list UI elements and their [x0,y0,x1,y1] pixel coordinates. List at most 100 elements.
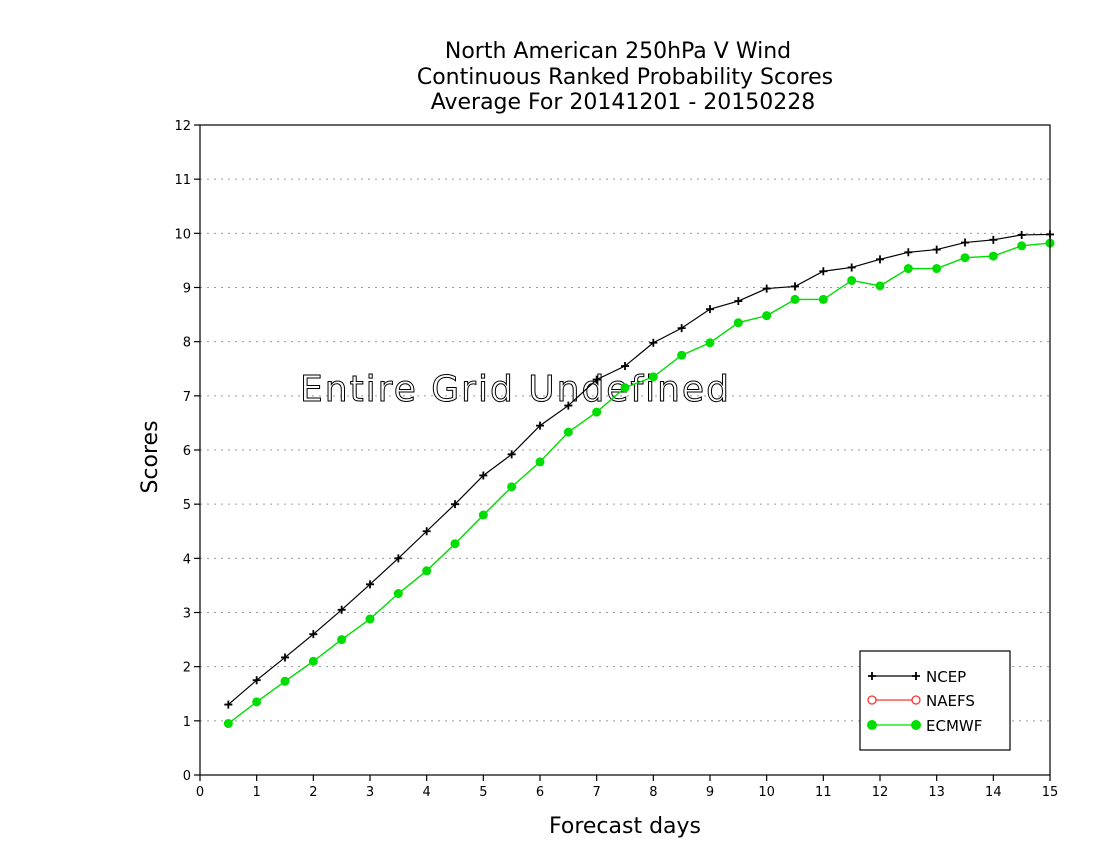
data-point-ecmwf [620,383,630,393]
data-point-ncep [564,401,573,410]
data-point-ecmwf [705,338,715,348]
y-tick-label: 0 [183,769,191,784]
data-point-ncep [734,297,743,306]
x-tick-label: 13 [928,785,945,800]
data-point-ecmwf [422,566,432,576]
data-point-ncep [876,255,884,264]
data-point-ecmwf [932,264,942,274]
plot-frame [199,124,1051,776]
data-point-ncep [1017,230,1026,239]
data-point-ncep [904,248,913,257]
data-point-ncep [621,362,629,371]
data-point-ncep [592,375,601,384]
data-point-ncep [536,421,544,430]
legend-marker-ecmwf-right [911,720,921,730]
legend-entry-ncep: NCEP [868,668,966,686]
data-point-ncep [649,338,658,347]
y-tick-label: 7 [183,390,191,405]
data-point-ncep [507,450,516,459]
y-tick-label: 3 [183,607,191,622]
data-point-ecmwf [535,457,545,467]
data-point-ncep [847,263,856,272]
x-tick-label: 9 [706,785,714,800]
data-point-ecmwf [337,635,347,645]
data-point-ecmwf [818,294,828,304]
data-point-ncep [451,500,459,509]
data-point-ncep [281,653,289,662]
data-point-ecmwf [1017,241,1027,251]
data-point-ncep [394,554,403,563]
data-point-ncep [309,630,318,639]
undefined-grid-annotation: Entire Grid Undefined [300,369,731,410]
chart-title-line-3: Average For 20141201 - 20150228 [431,90,816,115]
series-ecmwf [223,238,1055,729]
data-point-ecmwf [988,251,998,261]
series-ncep [224,230,1054,709]
x-tick-label: 7 [593,785,601,800]
x-tick-label: 1 [253,785,261,800]
grid [200,178,1050,722]
x-tick-label: 10 [758,785,775,800]
y-tick-label: 6 [183,444,191,459]
data-point-ncep [422,527,431,536]
data-point-ecmwf [875,281,885,291]
legend-marker-ncep [868,672,920,680]
x-tick-label: 3 [366,785,374,800]
data-point-ecmwf [563,427,573,437]
chart-title-line-1: North American 250hPa V Wind [445,39,791,64]
legend-marker-ecmwf-left [867,720,877,730]
y-tick-label: 5 [183,498,191,513]
series-line-ncep [227,233,1051,706]
data-point-ncep [961,238,969,247]
data-point-ncep [706,305,714,314]
y-tick-label: 10 [174,227,191,242]
x-tick-label: 14 [985,785,1002,800]
data-point-ncep [932,245,941,254]
x-tick-label: 6 [536,785,544,800]
data-point-ecmwf [450,539,460,549]
data-point-ecmwf [393,589,403,599]
legend: NCEP NAEFS ECMWF [859,650,1011,751]
series-line-ecmwf [227,242,1051,725]
data-point-ecmwf [847,275,857,285]
x-tick-label: 12 [872,785,889,800]
x-tick-label: 5 [479,785,487,800]
data-point-ecmwf [365,614,375,624]
x-tick-label: 8 [649,785,657,800]
legend-label-ecmwf: ECMWF [926,717,982,735]
chart-title-line-2: Continuous Ranked Probability Scores [417,65,833,90]
y-tick-label: 11 [174,173,191,188]
data-point-ecmwf [280,676,290,686]
data-point-ecmwf [960,253,970,263]
data-point-ecmwf [790,294,800,304]
legend-marker-naefs-right [911,695,921,705]
x-tick-label: 15 [1042,785,1059,800]
y-tick-label: 12 [174,119,191,134]
series-layer [223,230,1055,729]
data-point-ecmwf [733,318,743,328]
data-point-ncep [791,282,799,291]
data-point-ncep [366,580,374,589]
x-tick-label: 11 [815,785,832,800]
data-point-ecmwf [308,656,318,666]
data-point-ecmwf [903,264,913,274]
data-point-ncep [479,471,488,480]
legend-label-naefs: NAEFS [926,692,975,710]
x-tick-label: 0 [196,785,204,800]
data-point-ecmwf [478,510,488,520]
data-point-ecmwf [592,407,602,417]
data-point-ncep [224,700,233,709]
data-point-ecmwf [648,372,658,382]
y-axis-label: Scores [138,420,163,493]
data-point-ncep [762,284,771,293]
data-point-ecmwf [507,482,517,492]
legend-entry-naefs: NAEFS [867,692,975,710]
data-point-ecmwf [223,719,233,729]
x-tick-label: 4 [423,785,431,800]
y-tick-label: 1 [183,715,191,730]
legend-label-ncep: NCEP [926,668,966,686]
data-point-ncep [989,235,998,244]
y-tick-label: 2 [183,661,191,676]
